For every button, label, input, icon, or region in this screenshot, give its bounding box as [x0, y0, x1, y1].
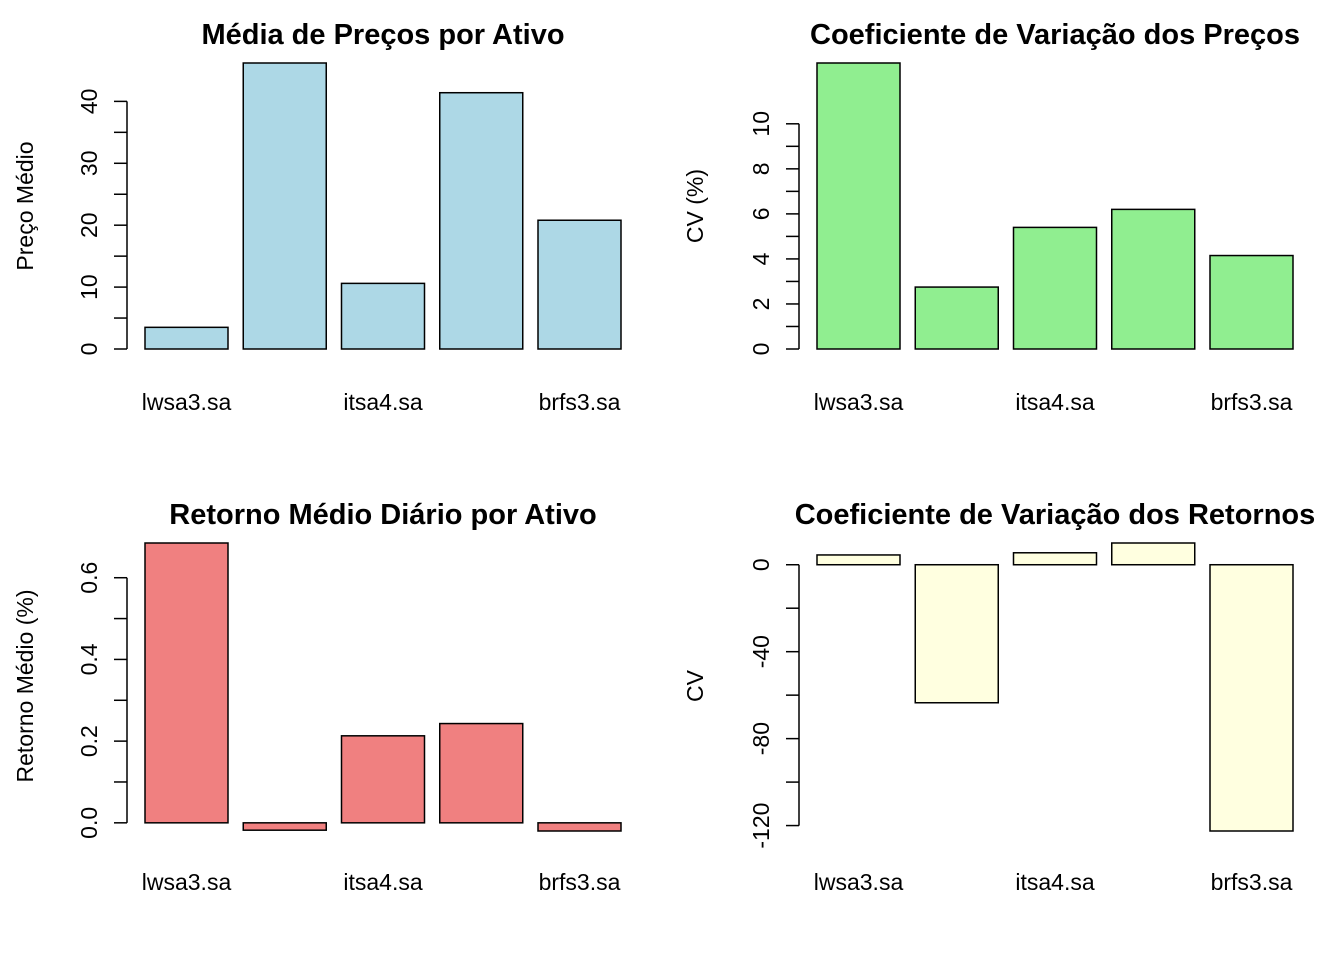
- bar: [340, 282, 426, 350]
- y-tick-label: 2: [748, 298, 774, 311]
- bar: [1012, 552, 1098, 566]
- x-tick-label: lwsa3.sa: [142, 389, 232, 415]
- y-tick-label: 0.4: [76, 643, 102, 675]
- x-tick-label: brfs3.sa: [1211, 869, 1293, 895]
- y-tick-label: 0.0: [76, 807, 102, 839]
- y-tick-label: 0: [748, 343, 774, 356]
- bar: [537, 822, 622, 832]
- x-tick-label: itsa4.sa: [1015, 869, 1094, 895]
- y-tick-label: -40: [748, 635, 774, 668]
- bar: [816, 62, 901, 350]
- bar: [1111, 542, 1196, 566]
- bar: [1111, 208, 1196, 350]
- bar: [1209, 563, 1294, 832]
- y-axis-label: Preço Médio: [12, 141, 38, 270]
- x-tick-label: lwsa3.sa: [814, 389, 904, 415]
- y-tick-label: 10: [748, 111, 774, 137]
- x-tick-label: brfs3.sa: [539, 389, 621, 415]
- y-tick-label: 0: [76, 343, 102, 356]
- y-tick-label: 4: [748, 252, 774, 265]
- bar: [1012, 226, 1098, 350]
- chart-panel-3: Retorno Médio Diário por Ativo Retorno Mé…: [12, 499, 622, 895]
- y-tick-label: 20: [76, 212, 102, 238]
- bar: [1209, 254, 1294, 350]
- bar: [439, 722, 524, 824]
- bar: [439, 91, 524, 350]
- chart-title: Coeficiente de Variação dos Preços: [810, 19, 1300, 51]
- x-tick-label: brfs3.sa: [1211, 389, 1293, 415]
- bar: [914, 563, 999, 704]
- y-tick-label: 30: [76, 150, 102, 176]
- bar: [242, 822, 327, 831]
- bar: [144, 326, 229, 350]
- bar: [914, 286, 999, 350]
- bar: [144, 542, 229, 824]
- bar: [242, 62, 327, 350]
- y-tick-label: -120: [748, 803, 774, 849]
- bar: [537, 219, 622, 350]
- y-tick-label: 8: [748, 162, 774, 175]
- y-tick-label: 0.2: [76, 725, 102, 757]
- y-axis-label: CV: [682, 669, 708, 702]
- y-tick-label: 0.6: [76, 562, 102, 594]
- y-axis-label: Retorno Médio (%): [12, 589, 38, 782]
- chart-panel-4: Coeficiente de Variação dos Retornos CV 0 -…: [682, 499, 1315, 895]
- y-tick-label: 6: [748, 207, 774, 220]
- x-tick-label: itsa4.sa: [1015, 389, 1094, 415]
- x-tick-label: lwsa3.sa: [814, 869, 904, 895]
- chart-panel-2: Coeficiente de Variação dos Preços CV (%)…: [682, 19, 1300, 415]
- y-tick-label: 10: [76, 274, 102, 300]
- chart-panel-1: Média de Preços por Ativo Preço Médio 0 10 2…: [12, 19, 622, 415]
- x-tick-label: lwsa3.sa: [142, 869, 232, 895]
- y-tick-label: 0: [748, 558, 774, 571]
- chart-title: Média de Preços por Ativo: [201, 19, 564, 51]
- bar: [340, 735, 426, 824]
- x-tick-label: itsa4.sa: [343, 389, 422, 415]
- chart-title: Coeficiente de Variação dos Retornos: [795, 499, 1316, 531]
- chart-title: Retorno Médio Diário por Ativo: [169, 499, 596, 531]
- y-tick-label: 40: [76, 89, 102, 115]
- x-tick-label: itsa4.sa: [343, 869, 422, 895]
- y-axis-label: CV (%): [682, 169, 708, 243]
- y-tick-label: -80: [748, 722, 774, 755]
- x-tick-label: brfs3.sa: [539, 869, 621, 895]
- bar: [816, 554, 901, 566]
